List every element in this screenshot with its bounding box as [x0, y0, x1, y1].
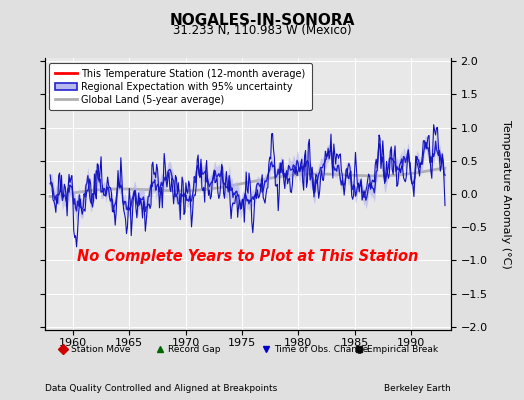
Text: Data Quality Controlled and Aligned at Breakpoints: Data Quality Controlled and Aligned at B…: [45, 384, 277, 393]
Text: Time of Obs. Change: Time of Obs. Change: [274, 344, 368, 354]
Text: Record Gap: Record Gap: [168, 344, 221, 354]
Y-axis label: Temperature Anomaly (°C): Temperature Anomaly (°C): [501, 120, 511, 268]
Text: 31.233 N, 110.983 W (Mexico): 31.233 N, 110.983 W (Mexico): [173, 24, 351, 37]
Legend: This Temperature Station (12-month average), Regional Expectation with 95% uncer: This Temperature Station (12-month avera…: [49, 63, 312, 110]
Text: Empirical Break: Empirical Break: [367, 344, 439, 354]
Text: No Complete Years to Plot at This Station: No Complete Years to Plot at This Statio…: [77, 249, 418, 264]
Text: Berkeley Earth: Berkeley Earth: [384, 384, 451, 393]
Text: Station Move: Station Move: [71, 344, 130, 354]
Text: NOGALES-IN-SONORA: NOGALES-IN-SONORA: [169, 13, 355, 28]
